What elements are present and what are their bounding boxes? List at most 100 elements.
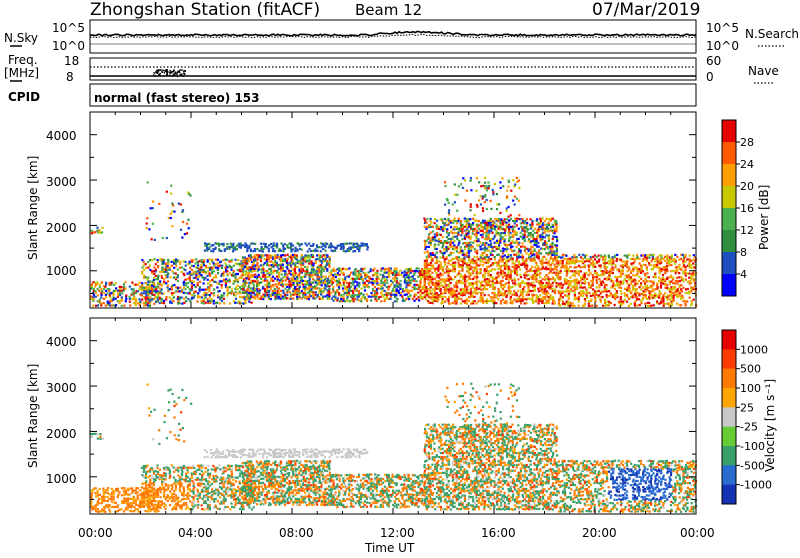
rti-cell xyxy=(490,258,492,260)
rti-cell xyxy=(445,286,447,288)
rti-cell xyxy=(490,238,492,240)
rti-cell xyxy=(456,246,458,248)
rti-cell xyxy=(566,279,568,281)
rti-cell xyxy=(492,222,494,224)
rti-cell xyxy=(272,276,274,278)
rti-cell xyxy=(468,300,470,302)
rti-cell xyxy=(467,290,469,292)
rti-cell xyxy=(374,286,376,288)
rti-cell xyxy=(541,302,543,304)
rti-cell xyxy=(636,273,638,275)
rti-cell xyxy=(612,269,614,271)
rti-cell xyxy=(498,265,500,267)
rti-cell xyxy=(544,220,546,222)
rti-cell xyxy=(464,276,466,278)
rti-cell xyxy=(596,256,598,258)
rti-cell xyxy=(567,287,569,289)
rti-cell xyxy=(569,284,571,286)
rti-cell xyxy=(213,294,215,296)
rti-cell xyxy=(680,288,682,290)
rti-cell xyxy=(531,290,533,292)
rti-cell xyxy=(570,291,572,293)
rti-cell xyxy=(518,200,520,202)
rti-cell xyxy=(204,277,206,279)
rti-cell xyxy=(662,298,664,300)
rti-cell xyxy=(671,296,673,298)
rti-cell xyxy=(90,287,92,289)
rti-cell xyxy=(474,240,476,242)
rti-cell xyxy=(266,276,268,278)
rti-cell xyxy=(508,268,510,270)
rti-cell xyxy=(235,277,237,279)
rti-cell xyxy=(500,222,502,224)
rti-cell xyxy=(306,255,308,257)
rti-cell xyxy=(304,276,306,278)
rti-cell xyxy=(528,238,530,240)
rti-cell xyxy=(438,276,440,278)
rti-cell xyxy=(376,272,378,274)
rti-cell xyxy=(430,237,432,239)
rti-cell xyxy=(440,288,442,290)
rti-cell xyxy=(521,242,523,244)
rti-cell xyxy=(155,296,157,298)
rti-cell xyxy=(410,267,412,269)
rti-cell xyxy=(183,273,185,275)
rti-cell xyxy=(251,302,253,304)
rti-cell xyxy=(163,278,165,280)
rti-cell xyxy=(398,271,400,273)
rti-cell xyxy=(632,288,634,290)
rti-cell xyxy=(444,279,446,281)
rti-cell xyxy=(179,298,181,300)
rti-cell xyxy=(476,264,478,266)
rti-cell xyxy=(143,261,145,263)
rti-cell xyxy=(382,287,384,289)
rti-cell xyxy=(171,302,173,304)
rti-cell xyxy=(526,218,528,220)
rti-cell xyxy=(378,287,380,289)
rti-cell xyxy=(652,258,654,260)
rti-cell xyxy=(516,177,518,179)
rti-cell xyxy=(212,248,214,250)
rti-cell xyxy=(258,266,260,268)
rti-cell xyxy=(448,209,450,211)
rti-cell xyxy=(346,268,348,270)
rti-cell xyxy=(659,272,661,274)
rti-cell xyxy=(539,222,541,224)
rti-cell xyxy=(364,278,366,280)
rti-cell xyxy=(456,296,458,298)
rti-cell xyxy=(318,270,320,272)
rti-cell xyxy=(352,284,354,286)
rti-cell xyxy=(545,218,547,220)
rti-cell xyxy=(344,286,346,288)
rti-cell xyxy=(562,260,564,262)
rti-cell xyxy=(161,271,163,273)
rti-cell xyxy=(169,288,171,290)
rti-cell xyxy=(580,293,582,295)
rti-cell xyxy=(521,230,523,232)
rti-cell xyxy=(425,299,427,301)
rti-cell xyxy=(328,288,330,290)
rti-cell xyxy=(652,288,654,290)
rti-cell xyxy=(484,244,486,246)
rti-cell xyxy=(226,273,228,275)
rti-cell xyxy=(580,260,582,262)
rti-cell xyxy=(459,258,461,260)
rti-cell xyxy=(290,270,292,272)
rti-cell xyxy=(660,282,662,284)
rti-cell xyxy=(94,290,96,292)
rti-cell xyxy=(320,278,322,280)
rti-cell xyxy=(690,264,692,266)
rti-cell xyxy=(381,277,383,279)
rti-cell xyxy=(456,288,458,290)
rti-cell xyxy=(307,266,309,268)
rti-cell xyxy=(553,232,555,234)
rti-cell xyxy=(614,264,616,266)
rti-cell xyxy=(507,254,509,256)
rti-cell xyxy=(483,232,485,234)
rti-cell xyxy=(523,226,525,228)
rti-cell xyxy=(634,279,636,281)
rti-cell xyxy=(510,242,512,244)
rti-cell xyxy=(283,292,285,294)
rti-cell xyxy=(654,260,656,262)
rti-cell xyxy=(539,260,541,262)
